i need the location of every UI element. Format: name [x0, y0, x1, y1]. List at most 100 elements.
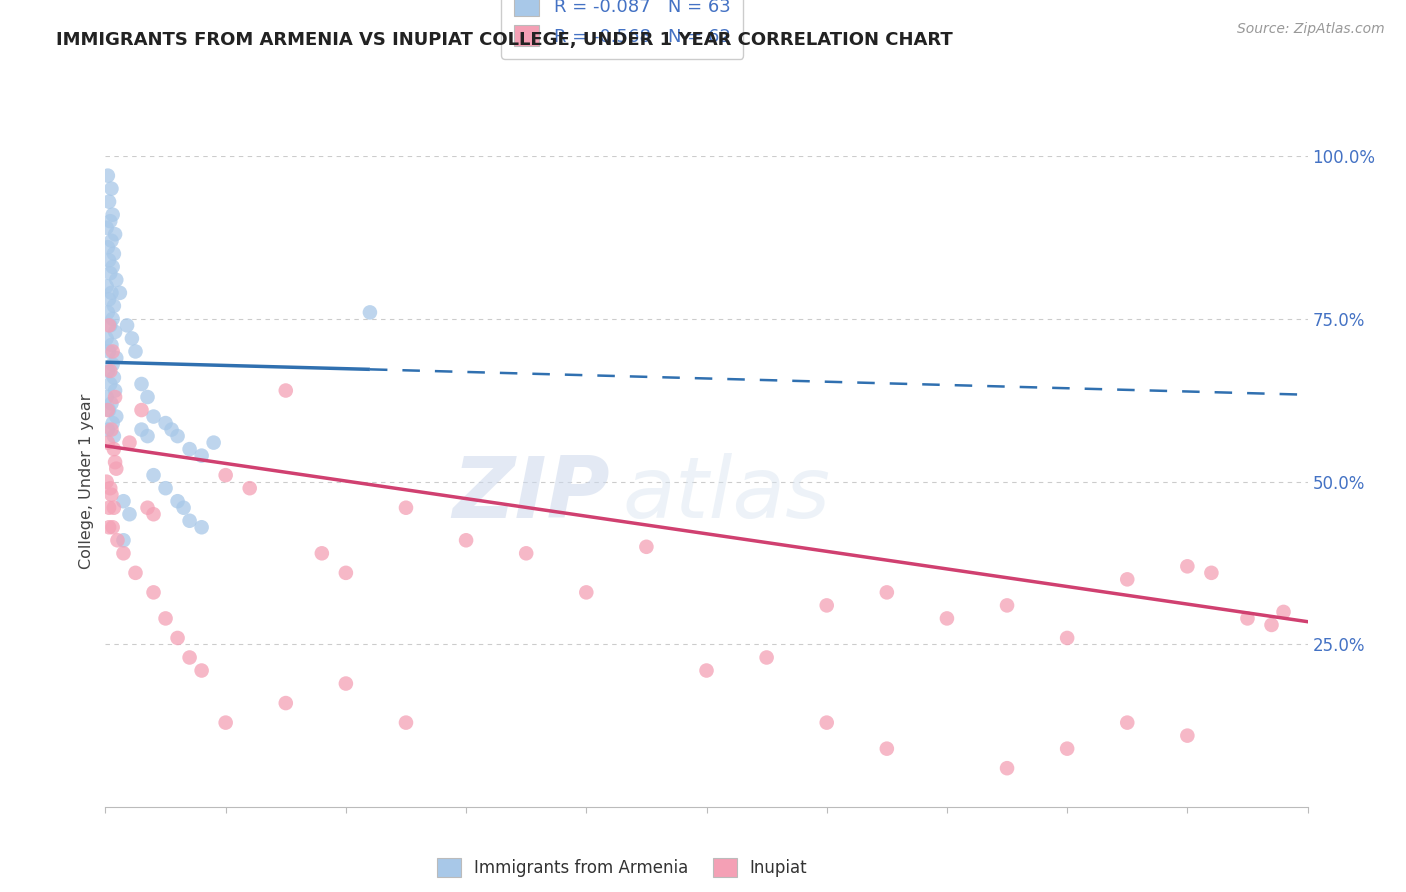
Point: [103, 442, 125, 456]
Point: [105, 461, 128, 475]
Point: [179, 650, 201, 665]
Point: [100, 285, 122, 300]
Point: [101, 208, 124, 222]
Point: [97, 403, 120, 417]
Point: [97, 364, 120, 378]
Point: [142, 409, 165, 424]
Point: [1056, 741, 1078, 756]
Point: [1236, 611, 1258, 625]
Point: [97, 305, 120, 319]
Point: [190, 449, 212, 463]
Point: [359, 305, 381, 319]
Point: [98, 364, 121, 378]
Point: [100, 182, 122, 196]
Point: [515, 546, 537, 560]
Point: [1116, 715, 1139, 730]
Point: [105, 273, 128, 287]
Text: atlas: atlas: [623, 453, 831, 536]
Point: [274, 696, 297, 710]
Point: [696, 664, 718, 678]
Point: [96, 475, 118, 489]
Point: [179, 514, 201, 528]
Point: [131, 376, 153, 391]
Point: [105, 409, 128, 424]
Point: [98, 481, 121, 495]
Point: [1260, 618, 1282, 632]
Point: [118, 435, 141, 450]
Legend: Immigrants from Armenia, Inupiat: Immigrants from Armenia, Inupiat: [430, 851, 814, 884]
Point: [96, 220, 118, 235]
Point: [166, 429, 188, 443]
Point: [131, 403, 153, 417]
Point: [876, 585, 898, 599]
Point: [108, 285, 131, 300]
Point: [101, 358, 124, 372]
Point: [755, 650, 778, 665]
Point: [815, 599, 838, 613]
Point: [1056, 631, 1078, 645]
Point: [98, 344, 121, 359]
Point: [876, 741, 898, 756]
Point: [142, 468, 165, 483]
Point: [98, 520, 121, 534]
Text: Source: ZipAtlas.com: Source: ZipAtlas.com: [1237, 22, 1385, 37]
Point: [104, 390, 127, 404]
Point: [202, 435, 225, 450]
Point: [98, 194, 121, 209]
Point: [104, 325, 127, 339]
Point: [636, 540, 658, 554]
Point: [103, 429, 125, 443]
Point: [112, 494, 135, 508]
Point: [335, 566, 357, 580]
Point: [98, 403, 121, 417]
Point: [101, 312, 124, 326]
Point: [335, 676, 357, 690]
Point: [395, 500, 418, 515]
Point: [112, 533, 135, 548]
Point: [995, 599, 1018, 613]
Point: [100, 338, 122, 352]
Point: [575, 585, 598, 599]
Point: [96, 279, 118, 293]
Point: [179, 442, 201, 456]
Point: [454, 533, 477, 548]
Point: [136, 429, 159, 443]
Point: [1175, 729, 1198, 743]
Point: [101, 416, 124, 430]
Point: [96, 331, 118, 345]
Point: [103, 500, 125, 515]
Point: [97, 240, 120, 254]
Point: [96, 390, 118, 404]
Point: [166, 494, 188, 508]
Point: [115, 318, 138, 333]
Point: [815, 715, 838, 730]
Point: [104, 455, 127, 469]
Point: [103, 246, 125, 260]
Point: [190, 664, 212, 678]
Point: [100, 488, 122, 502]
Point: [104, 384, 127, 398]
Point: [142, 585, 165, 599]
Point: [1116, 573, 1139, 587]
Point: [101, 260, 124, 274]
Point: [1201, 566, 1223, 580]
Point: [936, 611, 959, 625]
Point: [107, 533, 129, 548]
Point: [100, 234, 122, 248]
Point: [103, 299, 125, 313]
Point: [98, 253, 121, 268]
Text: IMMIGRANTS FROM ARMENIA VS INUPIAT COLLEGE, UNDER 1 YEAR CORRELATION CHART: IMMIGRANTS FROM ARMENIA VS INUPIAT COLLE…: [56, 31, 953, 49]
Point: [1175, 559, 1198, 574]
Point: [131, 423, 153, 437]
Point: [97, 169, 120, 183]
Point: [239, 481, 262, 495]
Point: [98, 318, 121, 333]
Point: [98, 376, 121, 391]
Point: [214, 715, 236, 730]
Point: [103, 370, 125, 384]
Point: [124, 344, 146, 359]
Point: [1272, 605, 1295, 619]
Point: [97, 423, 120, 437]
Point: [121, 331, 143, 345]
Point: [155, 416, 177, 430]
